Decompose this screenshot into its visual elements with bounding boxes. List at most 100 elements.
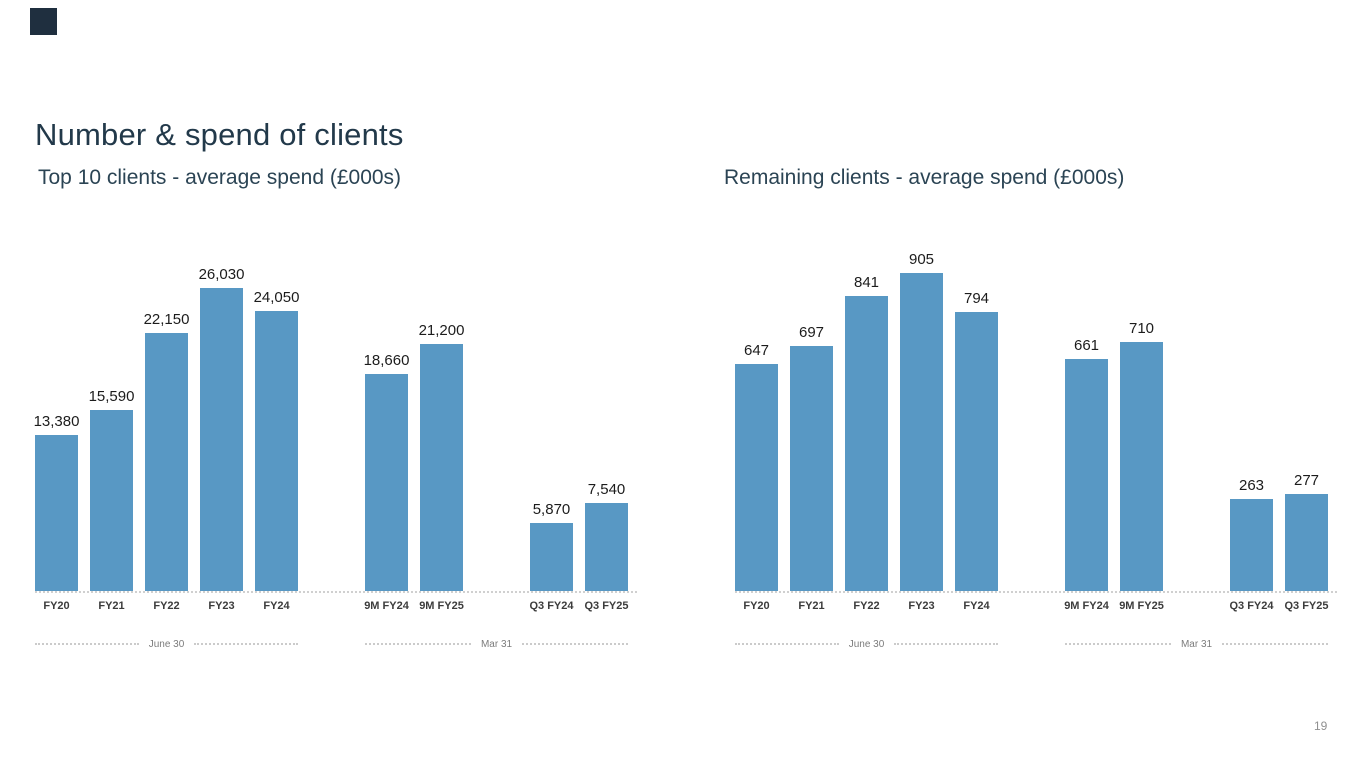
bar-slot: 24,050 FY24 (253, 289, 300, 613)
bar-slot: 7,540 Q3 FY25 (584, 481, 629, 613)
bar (35, 435, 78, 591)
dotted-line (894, 643, 998, 645)
bar-slot: 13,380 FY20 (33, 413, 80, 613)
bar-slot: 697 FY21 (790, 324, 833, 613)
category-label: FY21 (798, 600, 825, 612)
bar-value-label: 13,380 (33, 413, 80, 430)
bar-group: 13,380 FY20 15,590 FY21 22,150 FY22 26,030 FY23… (33, 266, 300, 613)
category-label: 9M FY24 (1064, 600, 1109, 612)
bar-slot: 5,870 Q3 FY24 (529, 501, 574, 613)
x-axis-line (735, 591, 1337, 593)
bar-slot: 22,150 FY22 (143, 311, 190, 613)
bar (1230, 499, 1273, 591)
chart-title-remaining: Remaining clients - average spend (£000s… (724, 166, 1125, 189)
bar (585, 503, 628, 591)
bar-value-label: 647 (743, 342, 770, 359)
chart-title-top10: Top 10 clients - average spend (£000s) (38, 166, 402, 189)
dotted-line (735, 643, 839, 645)
bar-slot: 794 FY24 (955, 290, 998, 613)
bar-slot: 661 9M FY24 (1064, 337, 1109, 613)
period-annotation-label: June 30 (148, 638, 185, 650)
period-annotation: June 30 (35, 636, 298, 652)
dotted-line (35, 643, 139, 645)
bar (1120, 342, 1163, 591)
category-label: Q3 FY25 (1284, 600, 1329, 612)
bar-value-label: 277 (1293, 472, 1320, 489)
bar-group: 661 9M FY24 710 9M FY25 (1064, 320, 1164, 613)
bar (255, 311, 298, 591)
bar-slot: 905 FY23 (900, 251, 943, 613)
period-annotation: June 30 (735, 636, 998, 652)
dotted-line (1222, 643, 1328, 645)
category-label: FY24 (963, 600, 990, 612)
category-label: FY24 (263, 600, 290, 612)
bar (1285, 494, 1328, 591)
category-label: 9M FY25 (1119, 600, 1164, 612)
bar (365, 374, 408, 591)
bar-slot: 15,590 FY21 (88, 388, 135, 613)
category-label: 9M FY25 (419, 600, 464, 612)
bar-group: 5,870 Q3 FY24 7,540 Q3 FY25 (529, 481, 629, 613)
bar-value-label: 905 (908, 251, 935, 268)
bar-slot: 647 FY20 (735, 342, 778, 613)
bar (420, 344, 463, 591)
bar (90, 410, 133, 591)
slide-title: Number & spend of clients (35, 116, 404, 152)
bar-value-label: 18,660 (363, 352, 410, 369)
category-label: 9M FY24 (364, 600, 409, 612)
bar (845, 296, 888, 591)
bar-value-label: 5,870 (532, 501, 571, 518)
logo-mark (30, 8, 57, 35)
page-number: 19 (1314, 719, 1328, 733)
bar-value-label: 263 (1238, 477, 1265, 494)
bar (735, 364, 778, 591)
bar-value-label: 15,590 (88, 388, 135, 405)
bar-value-label: 661 (1073, 337, 1100, 354)
bar-group: 647 FY20 697 FY21 841 FY22 905 FY23 794 FY24 (735, 251, 998, 613)
period-annotation-label: Mar 31 (480, 638, 513, 650)
bar-value-label: 24,050 (253, 289, 300, 306)
category-label: FY23 (208, 600, 235, 612)
period-annotation: Mar 31 (1065, 636, 1328, 652)
bar (900, 273, 943, 591)
bar (955, 312, 998, 591)
period-annotation-label: Mar 31 (1180, 638, 1213, 650)
x-axis-line (35, 591, 637, 593)
period-annotation-label: June 30 (848, 638, 885, 650)
bars-row: 13,380 FY20 15,590 FY21 22,150 FY22 26,030 FY23… (33, 240, 629, 613)
bar-value-label: 697 (798, 324, 825, 341)
category-label: FY20 (743, 600, 770, 612)
bar-value-label: 7,540 (587, 481, 626, 498)
category-label: FY22 (853, 600, 880, 612)
chart-remaining-clients: 647 FY20 697 FY21 841 FY22 905 FY23 794 FY24 661 9M… (735, 240, 1337, 660)
category-label: Q3 FY25 (584, 600, 629, 612)
category-label: FY23 (908, 600, 935, 612)
bar-slot: 841 FY22 (845, 274, 888, 613)
bar-group: 18,660 9M FY24 21,200 9M FY25 (363, 322, 465, 613)
category-label: Q3 FY24 (1229, 600, 1274, 612)
bar-slot: 710 9M FY25 (1119, 320, 1164, 613)
bar-slot: 18,660 9M FY24 (363, 352, 410, 613)
category-label: Q3 FY24 (529, 600, 574, 612)
bar-slot: 21,200 9M FY25 (419, 322, 465, 613)
dotted-line (522, 643, 628, 645)
category-label: FY20 (43, 600, 70, 612)
chart-top10-clients: 13,380 FY20 15,590 FY21 22,150 FY22 26,030 FY23… (33, 240, 637, 660)
category-label: FY22 (153, 600, 180, 612)
bar-value-label: 794 (963, 290, 990, 307)
bar-slot: 263 Q3 FY24 (1229, 477, 1274, 613)
category-label: FY21 (98, 600, 125, 612)
bar (145, 333, 188, 591)
bar-value-label: 22,150 (143, 311, 190, 328)
bars-row: 647 FY20 697 FY21 841 FY22 905 FY23 794 FY24 661 9M… (735, 240, 1329, 613)
bar (200, 288, 243, 591)
dotted-line (365, 643, 471, 645)
dotted-line (194, 643, 298, 645)
bar-slot: 26,030 FY23 (198, 266, 245, 613)
bar-slot: 277 Q3 FY25 (1284, 472, 1329, 613)
bar-value-label: 710 (1128, 320, 1155, 337)
bar (1065, 359, 1108, 591)
bar-value-label: 26,030 (198, 266, 245, 283)
dotted-line (1065, 643, 1171, 645)
bar (530, 523, 573, 591)
